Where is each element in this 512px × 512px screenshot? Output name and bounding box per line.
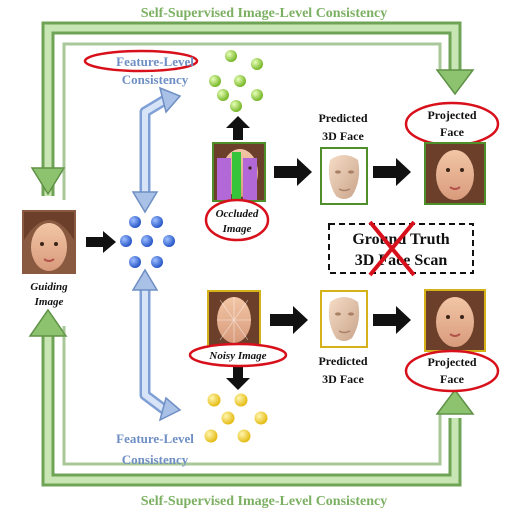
arrow-occluded-to-predicted [274, 158, 312, 186]
arrow-noisy-to-predicted [270, 306, 308, 334]
feature-top-line1: Feature-Level [116, 54, 194, 69]
guiding-image [22, 210, 76, 274]
occluded-red-ellipse [204, 198, 270, 242]
projected-bottom-red-ellipse [404, 349, 500, 393]
title-top: Self-Supervised Image-Level Consistency [141, 6, 388, 21]
projected-face-top [424, 142, 486, 205]
feature-top-line2: Consistency [122, 72, 189, 87]
blue-feature-arrow-bottom [131, 268, 182, 422]
ground-truth-box [328, 223, 474, 274]
occluded-image-line1: Occluded [216, 208, 259, 220]
arrow-noisy-to-yellow [226, 366, 250, 390]
yellow-feature-dots [204, 393, 268, 443]
projected-bottom-line2: Face [440, 372, 465, 386]
green-feature-dots [209, 50, 263, 112]
predicted-top-line2: 3D Face [322, 129, 364, 143]
noisy-image [207, 290, 261, 348]
predicted-3d-face-top [320, 147, 368, 205]
predicted-bottom-line2: 3D Face [322, 372, 364, 386]
predicted-3d-face-bottom [320, 290, 368, 348]
feature-top-red-ellipse [83, 49, 199, 73]
projected-top-line1: Projected [427, 108, 476, 122]
noisy-image-label: Noisy Image [208, 350, 266, 362]
bottom-inner-green-line [62, 326, 442, 466]
projected-bottom-line1: Projected [427, 355, 476, 369]
guiding-image-line2: Image [34, 296, 64, 308]
occluded-image [212, 142, 266, 202]
feature-bottom-line2: Consistency [122, 452, 189, 467]
projected-top-line2: Face [440, 125, 465, 139]
predicted-bottom-line1: Predicted [318, 354, 367, 368]
top-inner-green-line [62, 42, 442, 200]
title-bottom: Self-Supervised Image-Level Consistency [141, 494, 388, 509]
predicted-top-line1: Predicted [318, 111, 367, 125]
guiding-image-line1: Guiding [30, 281, 68, 293]
blue-feature-arrow-top [131, 86, 182, 214]
bottom-green-loop-arrow [28, 308, 475, 487]
occluded-image-line2: Image [222, 223, 252, 235]
arrow-predicted-to-projected-top [373, 158, 411, 186]
noisy-red-ellipse [188, 342, 288, 368]
blue-feature-dots [120, 216, 175, 268]
top-green-loop-arrow [30, 21, 475, 196]
projected-face-bottom [424, 289, 486, 352]
red-cross-icon [368, 220, 416, 277]
arrow-occluded-to-green [226, 116, 250, 140]
arrow-to-blue-features [86, 231, 116, 253]
feature-bottom-line1: Feature-Level [116, 431, 194, 446]
arrow-predicted-to-projected-bottom [373, 306, 411, 334]
